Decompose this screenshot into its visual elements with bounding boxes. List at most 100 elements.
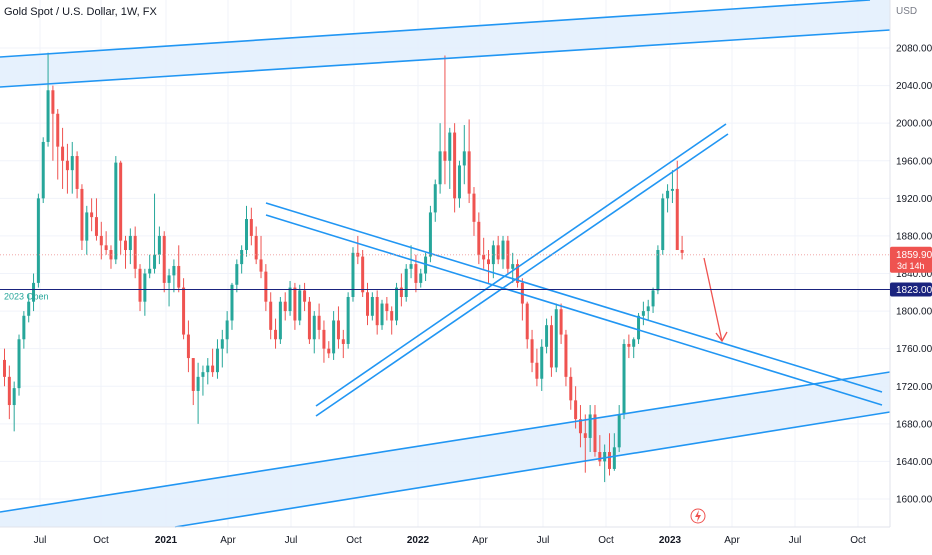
candle-body[interactable]	[167, 275, 171, 283]
candle-body[interactable]	[220, 339, 224, 349]
candle-body[interactable]	[467, 151, 471, 194]
candle-body[interactable]	[332, 320, 336, 354]
candle-body[interactable]	[516, 264, 520, 283]
candle-body[interactable]	[346, 296, 350, 344]
candle-body[interactable]	[525, 303, 529, 340]
candle-body[interactable]	[322, 329, 326, 349]
candle-body[interactable]	[457, 165, 461, 199]
candles[interactable]	[3, 52, 684, 483]
candle-body[interactable]	[491, 245, 495, 265]
rising-channel-top[interactable]	[315, 123, 727, 407]
candle-body[interactable]	[274, 329, 278, 340]
descending-channel-top[interactable]	[265, 202, 883, 393]
candle-body[interactable]	[637, 315, 641, 340]
candle-body[interactable]	[298, 290, 302, 321]
candle-body[interactable]	[269, 301, 273, 330]
candle-body[interactable]	[75, 156, 79, 189]
candle-body[interactable]	[554, 309, 558, 368]
candle-body[interactable]	[448, 132, 452, 161]
candle-body[interactable]	[564, 334, 568, 377]
candle-body[interactable]	[641, 311, 645, 316]
candle-body[interactable]	[327, 348, 331, 354]
lower-channel-bottom[interactable]	[174, 411, 891, 528]
candle-body[interactable]	[361, 256, 365, 293]
candle-body[interactable]	[206, 365, 210, 373]
candle-body[interactable]	[453, 132, 457, 199]
candle-body[interactable]	[680, 250, 684, 253]
candle-body[interactable]	[472, 193, 476, 222]
candle-body[interactable]	[186, 334, 190, 359]
candle-body[interactable]	[225, 320, 229, 340]
candle-body[interactable]	[109, 250, 113, 260]
candle-body[interactable]	[22, 315, 26, 340]
candle-body[interactable]	[17, 339, 21, 389]
candle-body[interactable]	[162, 235, 166, 283]
candle-body[interactable]	[670, 188, 674, 191]
candle-body[interactable]	[487, 259, 490, 265]
candle-body[interactable]	[651, 290, 655, 307]
candle-body[interactable]	[307, 301, 311, 340]
candle-body[interactable]	[46, 90, 50, 142]
candle-body[interactable]	[61, 146, 65, 161]
candle-body[interactable]	[36, 198, 40, 283]
candle-body[interactable]	[153, 254, 157, 269]
candle-body[interactable]	[177, 265, 181, 288]
candle-body[interactable]	[443, 151, 447, 161]
candle-body[interactable]	[133, 235, 137, 269]
candle-body[interactable]	[428, 212, 432, 257]
candle-body[interactable]	[520, 282, 524, 304]
candle-body[interactable]	[41, 141, 45, 199]
candle-body[interactable]	[656, 250, 660, 291]
candle-body[interactable]	[99, 235, 103, 246]
candle-body[interactable]	[259, 259, 263, 272]
candle-body[interactable]	[312, 315, 316, 340]
candle-body[interactable]	[496, 245, 500, 260]
candle-body[interactable]	[317, 315, 321, 330]
candle-body[interactable]	[583, 433, 587, 438]
candle-body[interactable]	[399, 287, 403, 297]
candle-body[interactable]	[511, 264, 515, 269]
candle-body[interactable]	[438, 151, 442, 185]
candle-body[interactable]	[666, 190, 670, 199]
candle-body[interactable]	[390, 311, 394, 321]
candle-body[interactable]	[278, 301, 282, 340]
candle-body[interactable]	[482, 254, 486, 260]
candle-body[interactable]	[249, 219, 253, 236]
candle-body[interactable]	[90, 212, 94, 218]
upper-channel-top[interactable]	[0, 0, 871, 58]
candle-body[interactable]	[395, 287, 399, 321]
candle-body[interactable]	[419, 273, 423, 283]
descending-channel-bottom[interactable]	[265, 214, 883, 406]
candle-body[interactable]	[559, 309, 563, 335]
projection-arrow[interactable]	[703, 257, 723, 342]
candle-body[interactable]	[293, 287, 297, 321]
candle-body[interactable]	[409, 264, 413, 269]
candle-body[interactable]	[612, 447, 616, 469]
candle-body[interactable]	[172, 265, 176, 276]
candle-body[interactable]	[608, 452, 611, 469]
candle-body[interactable]	[366, 292, 369, 316]
candle-body[interactable]	[235, 264, 239, 285]
candle-body[interactable]	[569, 376, 573, 401]
candle-body[interactable]	[12, 388, 16, 406]
candle-body[interactable]	[627, 343, 631, 347]
candle-body[interactable]	[501, 240, 505, 260]
candle-body[interactable]	[191, 358, 195, 391]
candle-body[interactable]	[588, 414, 592, 438]
candle-body[interactable]	[70, 156, 74, 171]
candle-body[interactable]	[593, 414, 597, 453]
candle-body[interactable]	[85, 212, 89, 241]
candle-body[interactable]	[370, 296, 374, 316]
trend-lines[interactable]	[0, 0, 891, 528]
candle-body[interactable]	[157, 235, 161, 255]
candle-body[interactable]	[245, 219, 248, 251]
candle-body[interactable]	[414, 264, 418, 283]
candle-body[interactable]	[27, 301, 31, 316]
candle-body[interactable]	[254, 235, 258, 260]
candle-body[interactable]	[385, 303, 389, 312]
candle-body[interactable]	[3, 359, 6, 377]
candle-body[interactable]	[65, 160, 69, 171]
candle-body[interactable]	[114, 162, 118, 260]
